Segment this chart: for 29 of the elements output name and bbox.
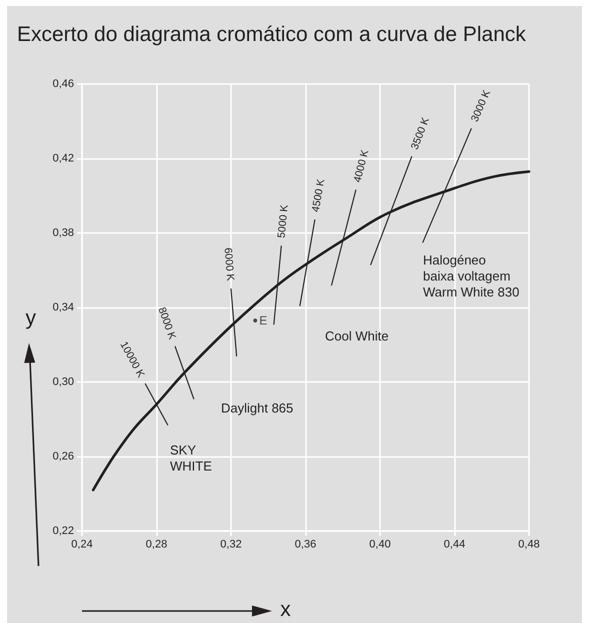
annotation: Cool White [325,328,389,344]
y-tick-label: 0,46 [52,78,74,90]
text: 8000 K [156,306,178,342]
x-tick-label: 0,36 [294,538,316,550]
y-tick-label: 0,42 [52,152,74,164]
y-axis-title: y [26,306,36,330]
annotation: Halogéneo baixa voltagem Warm White 830 [423,252,520,300]
y-tick-label: 0,22 [52,525,74,537]
x-tick-label: 0,48 [518,538,540,550]
chart-title: Excerto do diagrama cromático com a curva de Planck [17,23,526,46]
x-tick-label: 0,32 [220,538,242,550]
x-tick-label: 0,44 [444,538,466,550]
text: 5000 K [276,204,291,239]
text: 4000 K [352,148,372,184]
y-tick-label: 0,30 [52,376,74,388]
annotation: Daylight 865 [221,400,294,416]
x-tick-label: 0,24 [71,538,93,550]
x-tick-label: 0,28 [146,538,168,550]
y-tick-label: 0,38 [52,227,74,239]
text: 3000 K [468,88,493,124]
series-label: E [259,314,268,328]
x-axis-title: x [280,598,292,621]
text: 6000 K [222,247,236,282]
x-tick-label: 0,40 [369,538,391,550]
y-tick-label: 0,26 [52,450,74,462]
y-tick-label: 0,34 [52,302,74,314]
text: 3500 K [408,116,432,152]
text: 4500 K [310,178,328,213]
annotation: SKY WHITE [170,442,212,474]
